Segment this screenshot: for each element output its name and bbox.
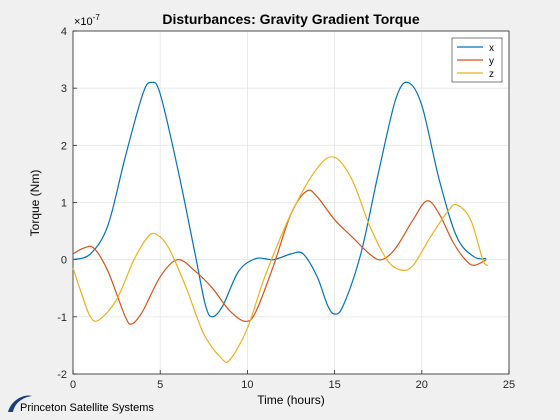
x-tick-label: 0 bbox=[70, 379, 76, 391]
y-exponent-base: ×10 bbox=[74, 16, 93, 28]
ticks: 0 5 10 15 20 25 -2 -1 0 1 2 3 4 bbox=[57, 26, 515, 391]
y-tick-label: 1 bbox=[61, 198, 67, 210]
series-line-z bbox=[72, 156, 489, 364]
y-tick-label: 3 bbox=[61, 83, 67, 95]
legend-label-z: z bbox=[489, 69, 494, 80]
y-tick-label: 0 bbox=[61, 255, 67, 267]
y-tick-label: -1 bbox=[57, 312, 67, 324]
legend-label-x: x bbox=[489, 43, 494, 54]
series-lines bbox=[72, 81, 489, 364]
company-logo: Princeton Satellite Systems bbox=[4, 392, 164, 416]
legend-items: xyz bbox=[457, 43, 494, 80]
x-tick-label: 25 bbox=[503, 379, 515, 391]
x-axis-label: Time (hours) bbox=[257, 393, 325, 407]
y-axis-label: Torque (Nm) bbox=[28, 170, 42, 237]
chart-title: Disturbances: Gravity Gradient Torque bbox=[162, 11, 419, 27]
series-line-y bbox=[72, 189, 487, 325]
y-tick-label: -2 bbox=[57, 369, 67, 381]
series-line-x bbox=[72, 81, 487, 318]
x-tick-label: 5 bbox=[157, 379, 163, 391]
logo-swoosh-icon bbox=[8, 395, 32, 412]
legend: xyz bbox=[451, 37, 503, 83]
grid bbox=[72, 30, 510, 375]
x-tick-label: 20 bbox=[416, 379, 428, 391]
x-tick-label: 15 bbox=[328, 379, 340, 391]
y-exponent-power: -7 bbox=[93, 13, 101, 22]
x-tick-label: 10 bbox=[241, 379, 253, 391]
y-tick-label: 4 bbox=[61, 26, 67, 38]
logo-text: Princeton Satellite Systems bbox=[20, 402, 154, 414]
y-exponent-label: ×10-7 bbox=[74, 13, 100, 28]
legend-label-y: y bbox=[489, 56, 494, 67]
y-tick-label: 2 bbox=[61, 140, 67, 152]
